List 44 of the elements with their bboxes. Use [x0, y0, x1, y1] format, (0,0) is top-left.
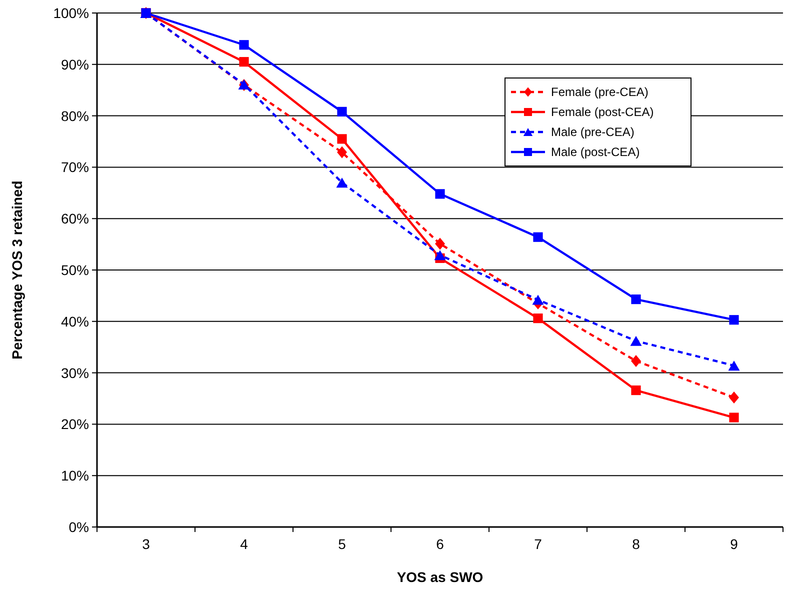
point — [533, 314, 543, 324]
point — [631, 354, 641, 367]
x-tick-label: 9 — [730, 536, 738, 552]
legend-label: Female (pre-CEA) — [551, 85, 648, 99]
point — [729, 391, 739, 404]
y-tick-label: 60% — [60, 210, 89, 227]
legend-label: Female (post-CEA) — [551, 105, 654, 119]
y-tick-label: 90% — [60, 56, 89, 72]
point — [532, 294, 544, 305]
y-tick-label: 30% — [60, 364, 89, 381]
legend-label: Male (pre-CEA) — [551, 125, 634, 139]
point — [337, 134, 347, 144]
x-tick-label: 7 — [534, 536, 542, 552]
y-tick-label: 0% — [68, 519, 89, 535]
point — [239, 40, 249, 50]
y-tick-label: 70% — [60, 159, 89, 176]
y-tick-label: 50% — [60, 262, 89, 278]
x-tick-label: 5 — [338, 536, 346, 552]
y-tick-label: 10% — [60, 468, 89, 484]
point — [337, 106, 347, 116]
y-tick-label: 40% — [60, 313, 89, 330]
point — [337, 146, 347, 158]
point — [239, 57, 249, 67]
point — [631, 385, 641, 396]
y-axis-title: Percentage YOS 3 retained — [9, 180, 25, 360]
x-tick-label: 3 — [142, 536, 150, 552]
y-tick-label: 20% — [60, 416, 89, 432]
point — [631, 294, 641, 304]
point — [435, 238, 445, 250]
point — [434, 250, 446, 260]
point — [728, 360, 740, 371]
point — [435, 189, 445, 199]
legend-label: Male (post-CEA) — [551, 145, 640, 159]
x-tick-label: 4 — [240, 536, 248, 552]
y-tick-label: 100% — [53, 5, 89, 21]
x-axis-title: YOS as SWO — [396, 569, 484, 585]
x-tick-label: 6 — [436, 536, 444, 552]
point — [729, 315, 739, 325]
point — [336, 178, 348, 188]
y-tick-label: 80% — [60, 108, 89, 124]
x-tick-label: 8 — [632, 536, 640, 552]
point — [533, 232, 543, 242]
point — [729, 412, 739, 422]
point — [630, 336, 642, 346]
